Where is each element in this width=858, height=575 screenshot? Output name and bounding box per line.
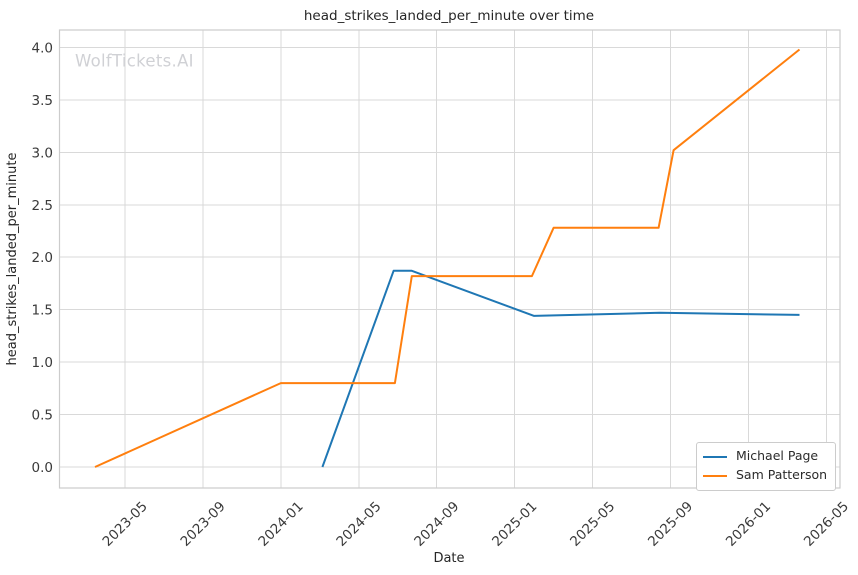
y-axis-tick-labels: 0.0 0.5 1.0 1.5 2.0 2.5 3.0 3.5 4.0 <box>32 40 53 476</box>
y-axis-label: head_strikes_landed_per_minute <box>5 153 20 366</box>
legend: Michael Page Sam Patterson <box>696 442 837 491</box>
x-tick-label: 2024-09 <box>411 499 462 550</box>
x-tick-label: 2024-01 <box>255 499 306 550</box>
legend-item: Michael Page <box>703 447 827 466</box>
series-line-sam-patterson <box>94 48 801 468</box>
y-tick-label: 1.0 <box>32 355 53 371</box>
x-axis-tick-labels: 2023-05 2023-09 2024-01 2024-05 2024-09 2025-… <box>100 499 852 550</box>
watermark: WolfTickets.AI <box>75 52 194 71</box>
x-tick-label: 2025-09 <box>645 499 696 550</box>
y-tick-label: 0.0 <box>32 460 53 476</box>
x-tick-label: 2026-01 <box>723 499 774 550</box>
series-line-michael-page <box>321 269 800 468</box>
y-tick-label: 2.0 <box>32 250 53 266</box>
x-tick-label: 2024-05 <box>333 499 384 550</box>
y-tick-label: 2.5 <box>32 198 53 214</box>
gridlines <box>59 30 840 488</box>
legend-label: Michael Page <box>736 448 819 464</box>
legend-line-swatch <box>703 474 727 477</box>
legend-label: Sam Patterson <box>736 467 828 483</box>
x-axis-label: Date <box>433 551 464 566</box>
x-tick-label: 2025-01 <box>489 499 540 550</box>
y-tick-label: 3.0 <box>32 145 53 161</box>
x-tick-label: 2023-05 <box>100 499 151 550</box>
x-tick-label: 2023-09 <box>177 499 228 550</box>
y-tick-label: 3.5 <box>32 93 53 109</box>
plot-area <box>59 30 840 488</box>
y-tick-label: 4.0 <box>32 40 53 56</box>
legend-line-swatch <box>703 455 727 458</box>
x-tick-label: 2025-05 <box>567 499 618 550</box>
plot-border <box>58 29 841 489</box>
y-tick-label: 1.5 <box>32 303 53 319</box>
chart-title: head_strikes_landed_per_minute over time <box>304 8 594 24</box>
data-series <box>94 48 801 468</box>
legend-item: Sam Patterson <box>703 466 827 485</box>
x-tick-label: 2026-05 <box>801 499 852 550</box>
y-tick-label: 0.5 <box>32 408 53 424</box>
